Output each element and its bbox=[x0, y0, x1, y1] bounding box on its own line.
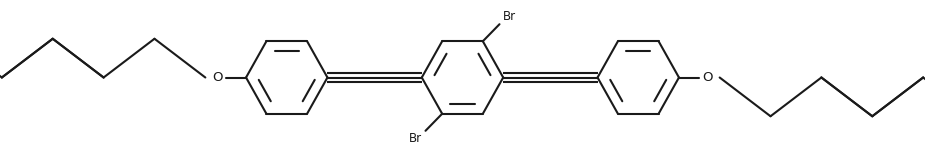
Text: Br: Br bbox=[409, 132, 422, 145]
Text: Br: Br bbox=[503, 10, 516, 23]
Text: O: O bbox=[702, 71, 712, 84]
Text: O: O bbox=[213, 71, 223, 84]
